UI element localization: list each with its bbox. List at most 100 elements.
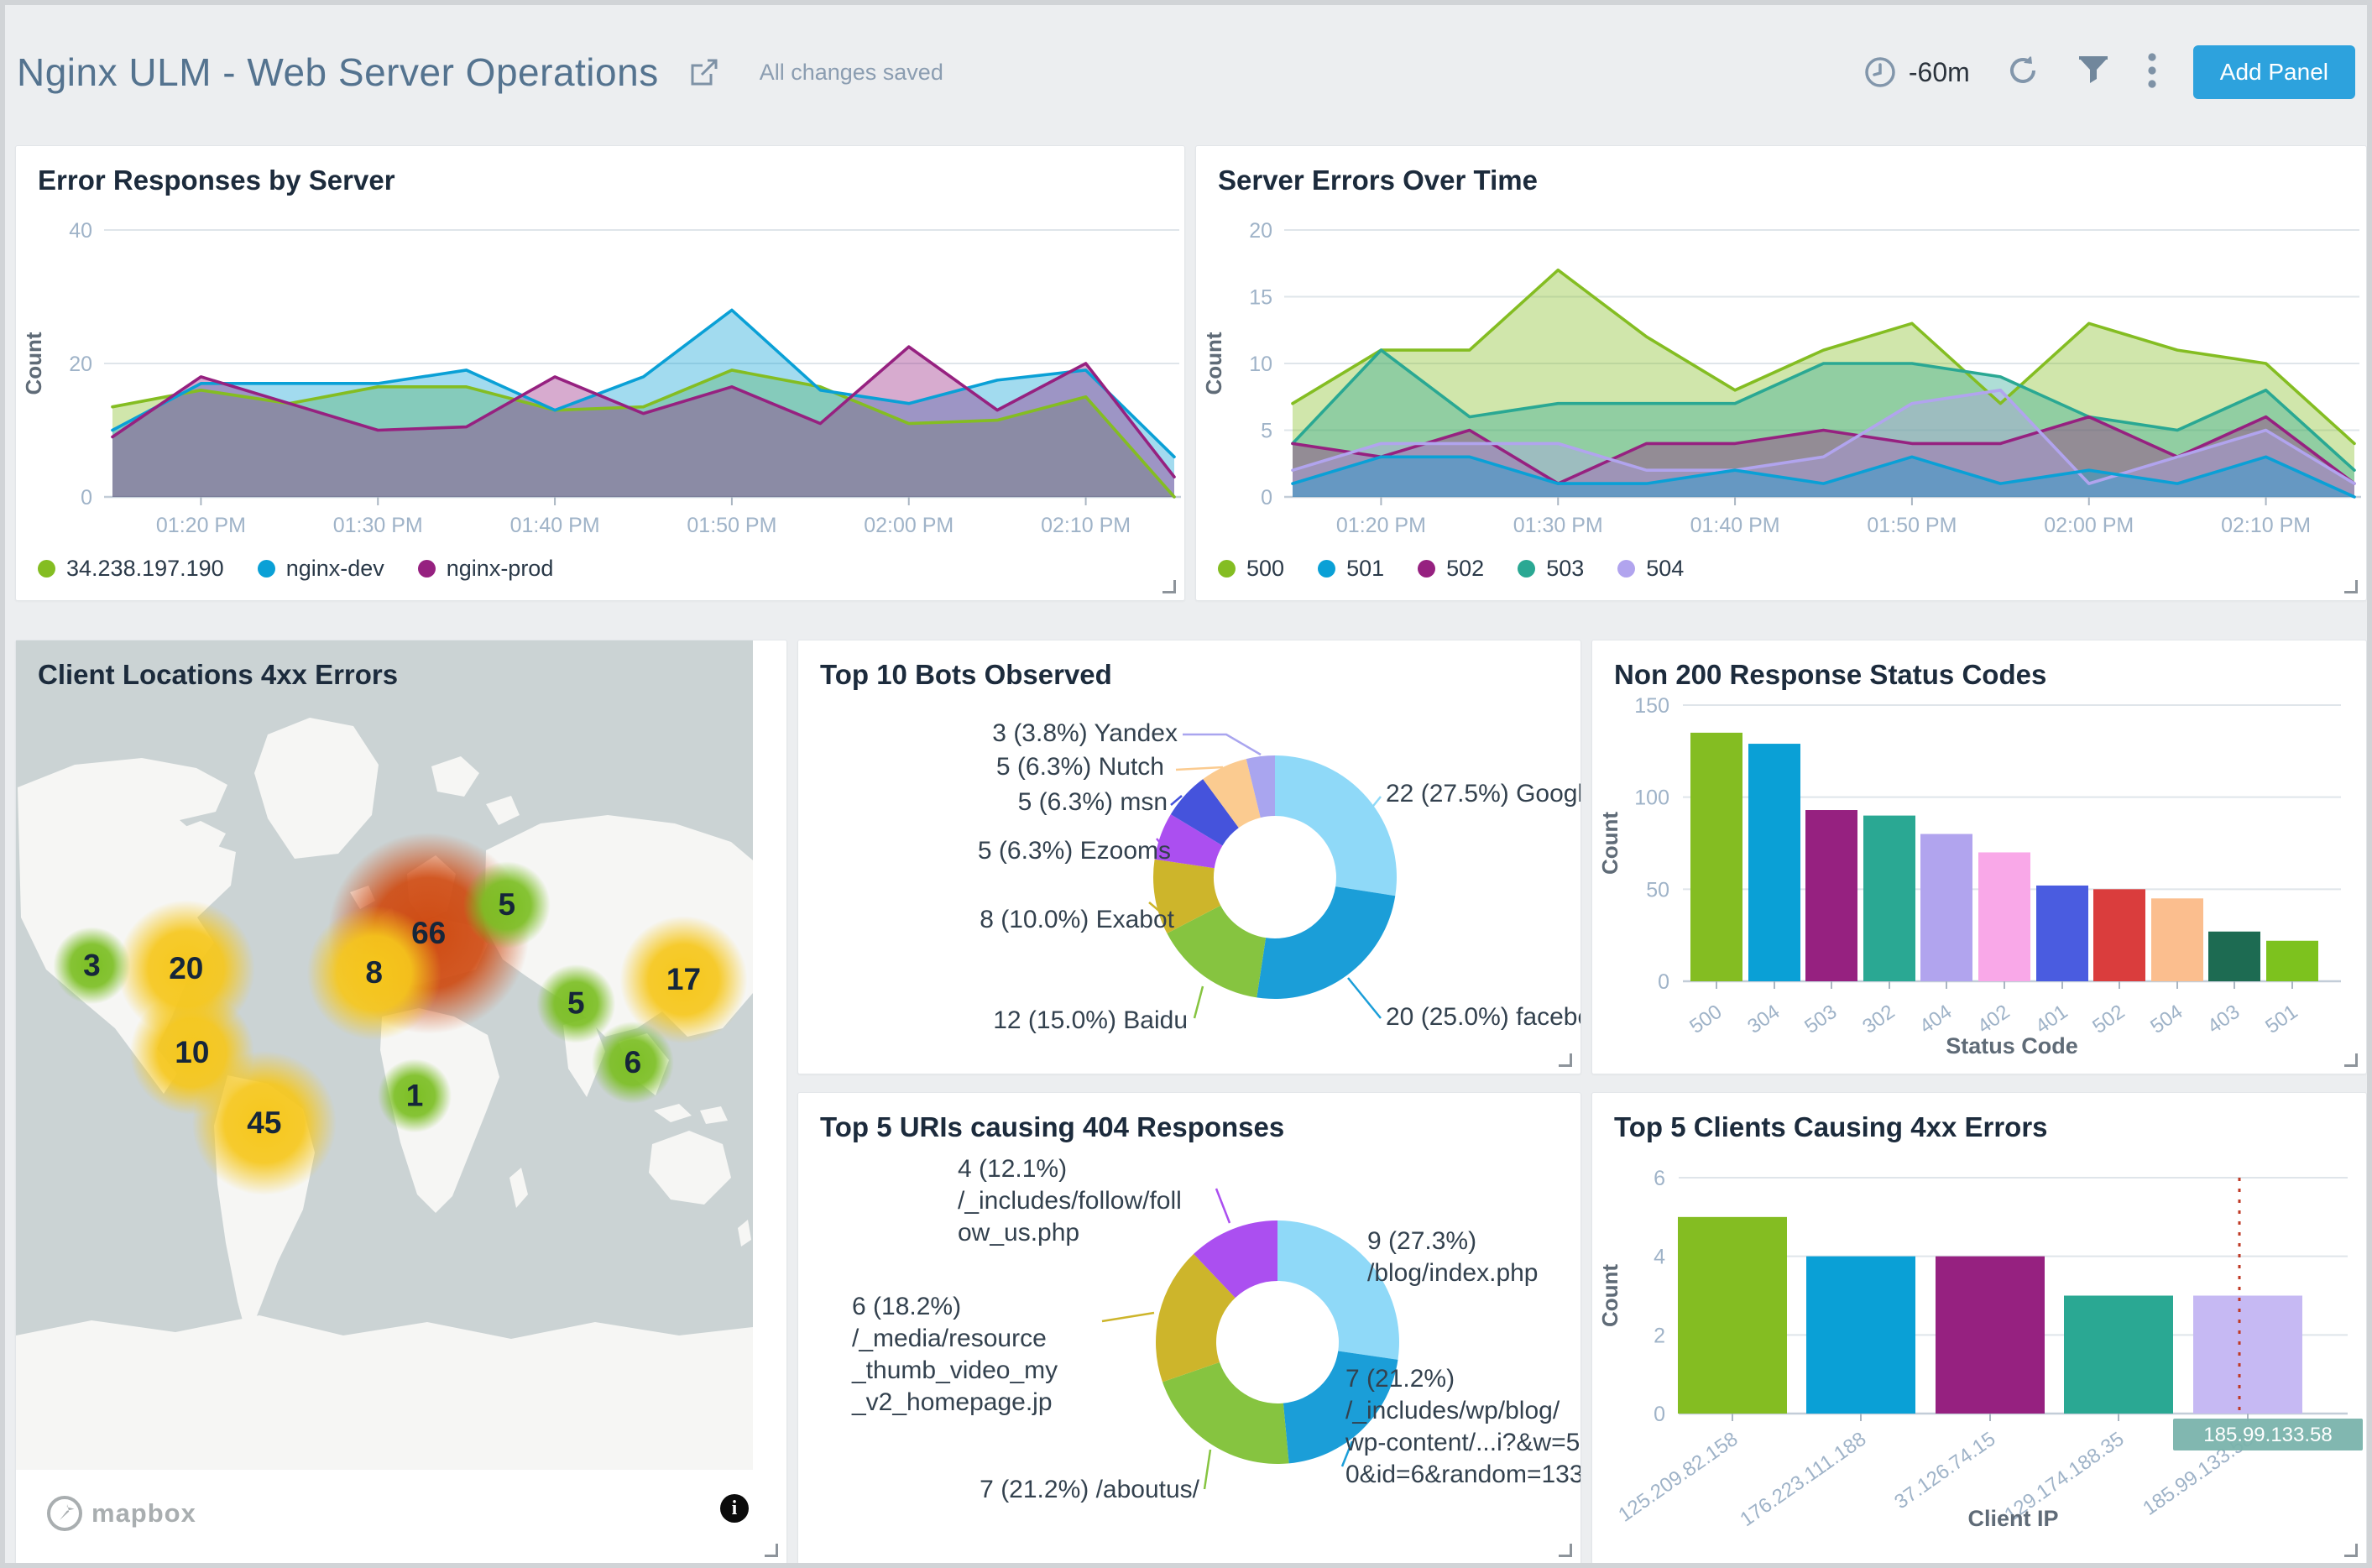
share-icon[interactable]	[687, 55, 721, 89]
bar-500[interactable]	[1690, 732, 1742, 981]
slice-label-blog: 9 (27.3%)/blog/index.php	[1367, 1227, 1539, 1287]
bar-302[interactable]	[1863, 815, 1915, 981]
panel-server-errors: Server Errors Over Time 0 5 10 15 20 01:20 PM…	[1195, 145, 2367, 601]
legend-item-nginx-dev[interactable]: nginx-dev	[257, 556, 384, 582]
slice-facebook[interactable]	[1257, 886, 1396, 999]
series-area-500[interactable]	[1293, 269, 2354, 497]
map-bubble-3[interactable]	[53, 927, 131, 1005]
slice-label-Exabot: 8 (10.0%) Exabot	[980, 906, 1174, 933]
map-bubble-17[interactable]	[619, 916, 748, 1044]
legend-dot	[1318, 560, 1336, 578]
bar-404[interactable]	[1920, 834, 1972, 981]
series-line-500[interactable]	[1291, 268, 2356, 446]
legend-label: 503	[1546, 556, 1585, 581]
resize-handle[interactable]	[2344, 1053, 2358, 1067]
client-locations-map[interactable]: 3 20 10 45 8 66 1 5 5 6 17	[16, 640, 753, 1470]
legend-item-504[interactable]: 504	[1617, 556, 1684, 582]
y-tick-label: 0	[1261, 486, 1272, 510]
y-tick-label: 5	[1261, 420, 1272, 443]
bar-401[interactable]	[2036, 885, 2088, 981]
resize-handle[interactable]	[2344, 1544, 2358, 1557]
legend-label: nginx-prod	[446, 556, 554, 581]
slice-follow[interactable]	[1194, 1220, 1277, 1299]
slice-Ezooms[interactable]	[1154, 814, 1223, 869]
bar-176.223.111.188[interactable]	[1806, 1256, 1915, 1414]
map-bubble-8[interactable]	[306, 906, 441, 1041]
x-tick-label: 02:10 PM	[2221, 514, 2311, 537]
bar-402[interactable]	[1978, 852, 2030, 981]
slice-label-follow: 4 (12.1%)/_includes/follow/foll ow_us.php	[958, 1155, 1182, 1247]
slice-media[interactable]	[1156, 1253, 1236, 1382]
legend-dot	[1518, 560, 1536, 578]
series-area-34.238.197.190[interactable]	[112, 369, 1174, 497]
series-area-503[interactable]	[1293, 350, 2354, 497]
series-area-504[interactable]	[1293, 389, 2354, 497]
bar-502[interactable]	[2093, 889, 2145, 981]
resize-handle[interactable]	[1559, 1544, 1572, 1557]
x-axis-title: Status Code	[1946, 1033, 2078, 1058]
map-bubble-count: 1	[406, 1078, 424, 1112]
slice-label-facebook: 20 (25.0%) facebook	[1386, 1003, 1580, 1031]
time-range-control[interactable]: -60m	[1863, 55, 1970, 89]
bar-403[interactable]	[2208, 931, 2260, 981]
y-tick-label: 2	[1654, 1324, 1665, 1347]
bar-185.99.133.58[interactable]	[2193, 1295, 2302, 1414]
filter-icon[interactable]	[2076, 53, 2111, 92]
resize-handle[interactable]	[765, 1544, 778, 1557]
x-tick-label: 02:10 PM	[1041, 514, 1131, 537]
series-line-503[interactable]	[1291, 348, 2356, 473]
series-line-504[interactable]	[1291, 388, 2356, 485]
legend-item-503[interactable]: 503	[1518, 556, 1584, 582]
slice-Nutch[interactable]	[1203, 759, 1261, 828]
map-bubble-count: 5	[567, 986, 585, 1021]
bar-503[interactable]	[1805, 810, 1857, 981]
map-bubble-10[interactable]	[129, 990, 254, 1116]
kebab-menu-icon[interactable]	[2146, 51, 2158, 94]
slice-wp[interactable]	[1283, 1351, 1398, 1464]
series-line-501[interactable]	[1291, 455, 2356, 499]
bar-504[interactable]	[2151, 898, 2203, 981]
map-bubble-6[interactable]	[591, 1021, 674, 1104]
label-leader-wp	[1340, 1440, 1354, 1467]
legend-item-34.238.197.190[interactable]: 34.238.197.190	[38, 556, 224, 582]
slice-label-wp: 7 (21.2%)/_includes/wp/blog/wp-content/.…	[1345, 1365, 1580, 1488]
bar-129.174.188.35[interactable]	[2064, 1295, 2173, 1414]
map-info-button[interactable]: i	[713, 1487, 756, 1530]
bar-125.209.82.158[interactable]	[1678, 1216, 1787, 1414]
y-tick-label: 40	[69, 219, 92, 243]
refresh-icon[interactable]	[2005, 53, 2040, 92]
map-bubble-5[interactable]	[536, 964, 616, 1043]
slice-aboutus[interactable]	[1162, 1362, 1289, 1464]
legend-item-nginx-prod[interactable]: nginx-prod	[417, 556, 554, 582]
map-bubble-count: 17	[666, 962, 701, 996]
map-bubble-1[interactable]	[377, 1058, 452, 1133]
bar-37.126.74.15[interactable]	[1936, 1256, 2045, 1414]
legend-dot	[257, 560, 275, 578]
legend-item-501[interactable]: 501	[1318, 556, 1384, 582]
slice-msn[interactable]	[1170, 779, 1239, 846]
x-tick-label: 02:00 PM	[864, 514, 954, 537]
y-tick-label: 20	[69, 353, 92, 376]
add-panel-button[interactable]: Add Panel	[2192, 45, 2355, 99]
resize-handle[interactable]	[1162, 580, 1176, 593]
series-area-nginx-dev[interactable]	[112, 310, 1174, 497]
bar-501[interactable]	[2266, 940, 2318, 981]
slice-Google[interactable]	[1275, 755, 1397, 896]
slice-blog[interactable]	[1277, 1220, 1399, 1360]
series-line-nginx-dev[interactable]	[111, 308, 1176, 459]
resize-handle[interactable]	[1559, 1053, 1572, 1067]
legend-item-500[interactable]: 500	[1218, 556, 1284, 582]
slice-Baidu[interactable]	[1167, 905, 1267, 998]
legend-item-502[interactable]: 502	[1418, 556, 1484, 582]
series-area-nginx-prod[interactable]	[112, 347, 1174, 497]
panel-error-responses: Error Responses by Server 0 20 40 01:20 PM 0…	[15, 145, 1185, 601]
x-tick-label: 02:00 PM	[2044, 514, 2134, 537]
series-line-nginx-prod[interactable]	[111, 345, 1176, 478]
bar-304[interactable]	[1748, 744, 1800, 981]
slice-Yandex[interactable]	[1246, 755, 1275, 818]
x-axis-title: Client IP	[1967, 1506, 2058, 1531]
slice-Exabot[interactable]	[1153, 859, 1221, 933]
resize-handle[interactable]	[2344, 580, 2358, 593]
map-bubble-5[interactable]	[462, 861, 551, 949]
series-area-501[interactable]	[1293, 457, 2354, 497]
